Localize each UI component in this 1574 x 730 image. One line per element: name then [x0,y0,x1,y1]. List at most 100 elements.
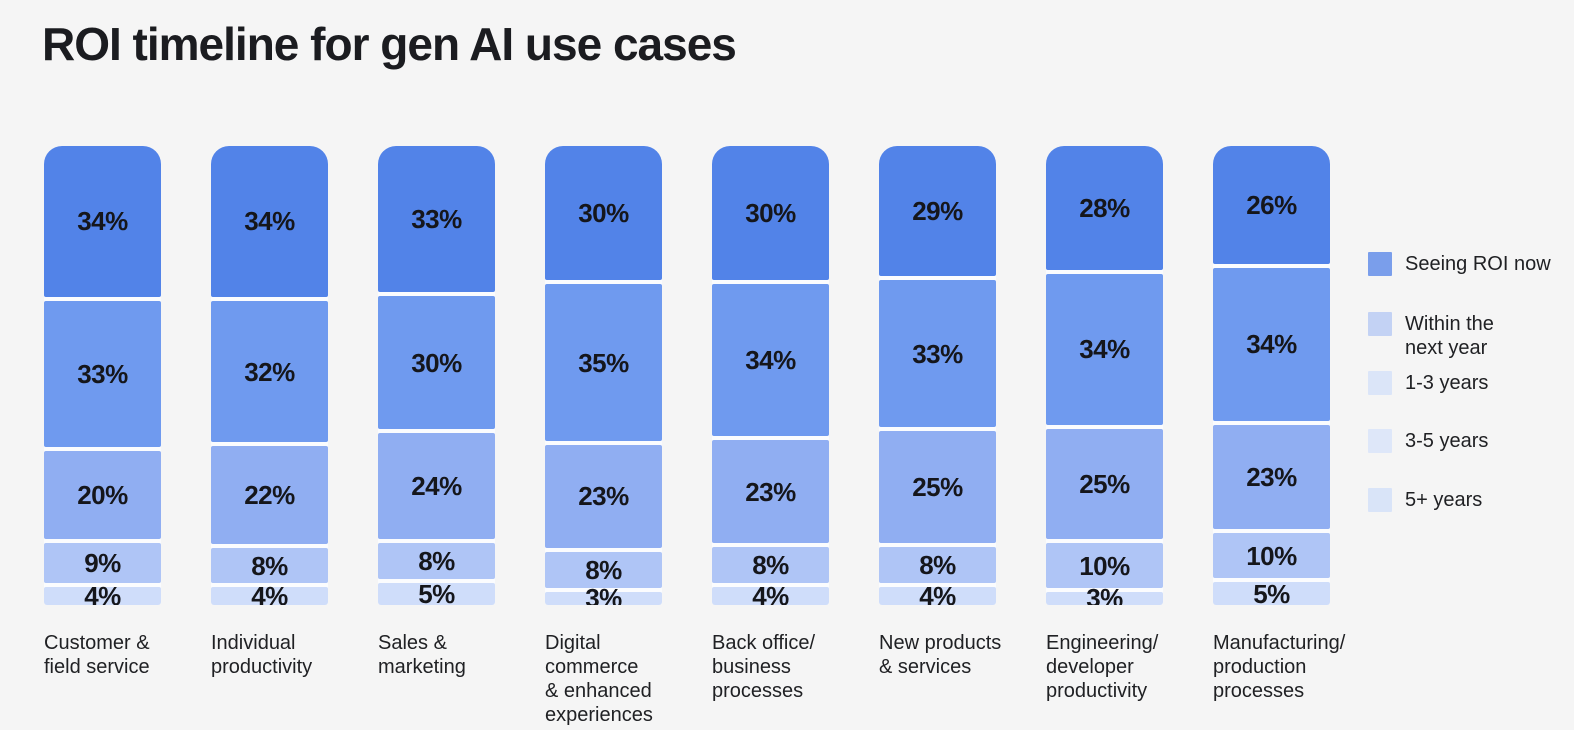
bar-segment: 5% [1213,581,1330,605]
segment-value-label: 8% [418,546,455,577]
segment-value-label: 8% [585,554,622,585]
bar-segment: 26% [1213,146,1330,264]
bar-segment: 30% [378,296,495,430]
bar-segment: 29% [879,146,996,276]
category-label: Engineering/ developer productivity [1046,632,1159,702]
bar-segment: 23% [712,440,829,544]
segment-value-label: 34% [1079,334,1130,365]
legend-swatch [1368,488,1392,512]
segment-value-label: 8% [251,550,288,581]
segment-value-label: 4% [919,581,956,605]
segment-value-label: 26% [1246,189,1297,220]
segment-value-label: 30% [745,198,796,229]
bar-column: 30% 34% 23% 8% 4% Back office/ business proc… [712,146,829,727]
bar-segment: 34% [44,146,161,297]
bar-stack: 34% 32% 22% 8% 4% [211,146,328,605]
segment-value-label: 33% [411,204,462,235]
bar-segment: 8% [211,547,328,584]
segment-value-label: 30% [411,347,462,378]
segment-value-label: 23% [578,481,629,512]
bar-segment: 24% [378,433,495,540]
legend-item: 5+ years [1368,488,1482,512]
segment-value-label: 33% [77,358,128,389]
bar-column: 29% 33% 25% 8% 4% New products & services [879,146,1001,727]
bar-segment: 22% [211,446,328,544]
bar-segment: 34% [1046,274,1163,425]
legend-item-label: 5+ years [1405,489,1483,511]
segment-value-label: 29% [912,195,963,226]
bar-segment: 10% [1213,533,1330,579]
bar-segment: 8% [545,551,662,588]
segment-value-label: 23% [745,476,796,507]
bar-segment: 4% [211,583,328,605]
bar-segment: 33% [879,279,996,428]
segment-value-label: 4% [84,581,121,605]
bar-stack: 34% 33% 20% 9% 4% [44,146,161,605]
bar-segment: 4% [44,583,161,605]
segment-value-label: 9% [84,548,121,579]
bar-segment: 34% [1213,267,1330,422]
legend-item-label: 3-5 years [1405,430,1489,452]
bar-stack: 28% 34% 25% 10% 3% [1046,146,1163,605]
bar-column: 28% 34% 25% 10% 3% Engineering/ developer pr… [1046,146,1163,727]
bar-segment: 28% [1046,146,1163,271]
segment-value-label: 35% [578,347,629,378]
bar-stack: 30% 35% 23% 8% 3% [545,146,662,605]
legend-item-label: Seeing ROI now [1405,253,1551,275]
bar-segment: 10% [1046,543,1163,588]
segment-value-label: 25% [912,472,963,503]
bar-stack: 30% 34% 23% 8% 4% [712,146,829,605]
legend-swatch [1368,252,1392,276]
bar-column: 33% 30% 24% 8% 5% Sales & marketing [378,146,495,727]
segment-value-label: 10% [1079,550,1130,581]
segment-value-label: 24% [411,471,462,502]
category-label: New products & services [879,632,1002,678]
segment-value-label: 34% [77,206,128,237]
bar-segment: 8% [378,543,495,579]
bar-segment: 23% [1213,425,1330,530]
bar-segment: 35% [545,284,662,441]
segment-value-label: 4% [251,581,288,605]
segment-value-label: 28% [1079,193,1130,224]
segment-value-label: 32% [244,356,295,387]
bar-segment: 5% [378,581,495,605]
segment-value-label: 22% [244,480,295,511]
category-label: Individual productivity [211,632,313,678]
segment-value-label: 33% [912,338,963,369]
segment-value-label: 25% [1079,469,1130,500]
segment-value-label: 34% [745,345,796,376]
bar-column: 34% 32% 22% 8% 4% Individual productivity [211,146,328,727]
bar-stack: 26% 34% 23% 10% 5% [1213,146,1330,605]
legend-swatch [1368,429,1392,453]
bar-stack: 29% 33% 25% 8% 4% [879,146,996,605]
bar-segment: 30% [712,146,829,281]
bar-segment: 33% [44,300,161,447]
segment-value-label: 3% [585,583,622,605]
category-label: Manufacturing/ production processes [1213,632,1346,702]
category-label: Customer & field service [44,632,150,678]
legend-item: 1-3 years [1368,371,1488,395]
bar-segment: 33% [378,146,495,293]
category-label: Digital commerce & enhanced experiences [545,632,653,726]
segment-value-label: 20% [77,480,128,511]
bar-column: 26% 34% 23% 10% 5% Manufacturing/ production… [1213,146,1345,727]
bar-segment: 25% [1046,428,1163,540]
category-label: Sales & marketing [378,632,466,678]
bar-segment: 8% [879,547,996,584]
bar-stack: 33% 30% 24% 8% 5% [378,146,495,605]
legend-item-label: 1-3 years [1405,372,1489,394]
legend: Seeing ROI now Within the next year 1-3 … [1368,252,1568,522]
segment-value-label: 8% [919,550,956,581]
bar-column: 30% 35% 23% 8% 3% Digital commerce & enhance… [545,146,662,727]
bar-segment: 34% [211,146,328,297]
bar-segment: 25% [879,431,996,544]
segment-value-label: 3% [1086,583,1123,605]
category-label: Back office/ business processes [712,632,816,702]
segment-value-label: 23% [1246,462,1297,493]
segment-value-label: 4% [752,581,789,605]
bar-segment: 3% [1046,585,1163,605]
page-title: ROI timeline for gen AI use cases [42,18,737,70]
bar-segment: 32% [211,300,328,443]
bar-segment: 3% [545,585,662,605]
